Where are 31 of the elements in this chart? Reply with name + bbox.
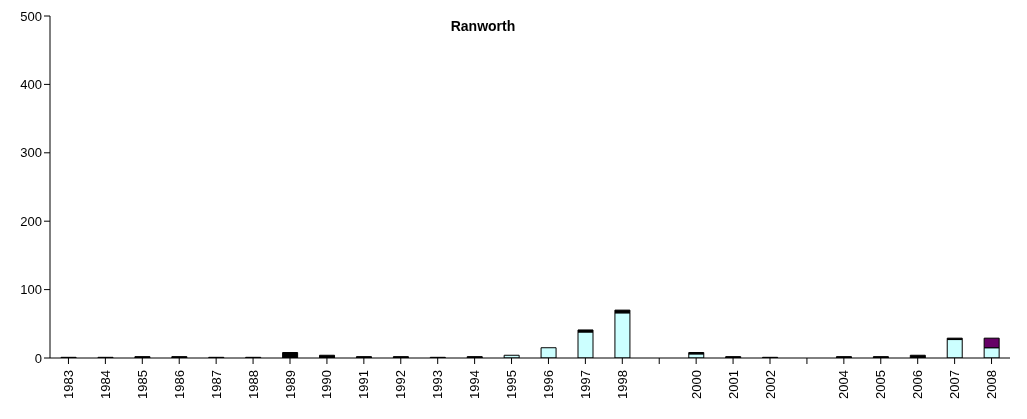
x-tick-label: 2001: [725, 370, 741, 399]
chart-title: Ranworth: [450, 18, 516, 34]
x-tick-label: 1983: [60, 370, 76, 399]
x-tick-label: 1997: [577, 370, 593, 399]
y-tick-label: 300: [20, 145, 42, 161]
x-tick-label: 1990: [319, 370, 335, 399]
x-tick-label: 1998: [614, 370, 630, 399]
x-tick-label: 1984: [97, 370, 113, 399]
x-tick-label: 2000: [688, 370, 704, 399]
x-tick-label: 2008: [984, 370, 1000, 399]
x-tick-label: 1985: [134, 370, 150, 399]
y-tick-label: 0: [34, 350, 42, 366]
y-tick-label: 500: [20, 8, 42, 24]
x-tick-label: 1995: [504, 370, 520, 399]
x-tick-label: 2007: [947, 370, 963, 399]
x-tick-label: 2002: [762, 370, 778, 399]
x-tick-label: 1988: [245, 370, 261, 399]
y-tick-label: 100: [20, 282, 42, 298]
x-tick-label: 2004: [836, 370, 852, 399]
x-tick-label: 1991: [356, 370, 372, 399]
x-tick-label: 1989: [282, 370, 298, 399]
x-tick-label: 1994: [467, 370, 483, 399]
y-tick-label: 200: [20, 213, 42, 229]
y-tick-label: 400: [20, 77, 42, 93]
x-tick-label: 2006: [910, 370, 926, 399]
x-tick-label: 1992: [393, 370, 409, 399]
x-tick-label: 2005: [873, 370, 889, 399]
x-tick-label: 1996: [540, 370, 556, 399]
x-tick-label: 1993: [430, 370, 446, 399]
x-tick-label: 1987: [208, 370, 224, 399]
x-tick-label: 1986: [171, 370, 187, 399]
